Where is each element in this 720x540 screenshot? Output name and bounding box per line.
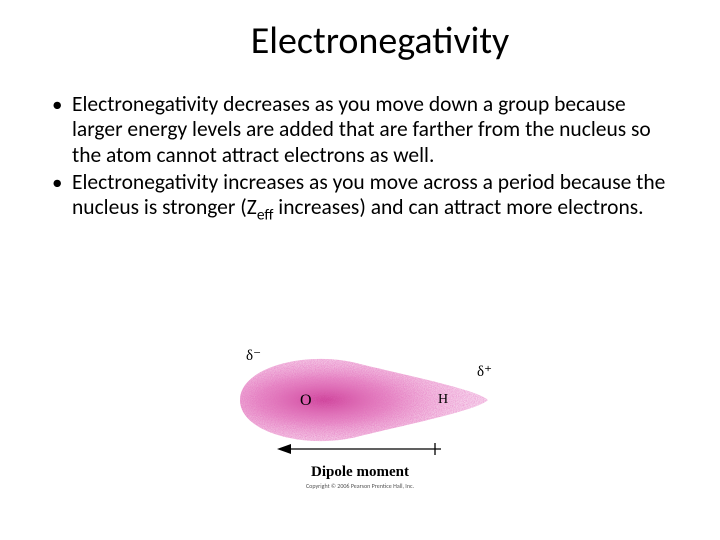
- dipole-figure: δ⁻ δ⁺ O H Dipole moment Copyright © 2006…: [200, 342, 520, 454]
- bullet-item: Electronegativity increases as you move …: [52, 170, 680, 225]
- subscript-eff: eff: [257, 206, 274, 225]
- slide-title: Electronegativity: [80, 18, 680, 64]
- figure-caption: Dipole moment: [311, 464, 409, 481]
- hydrogen-label: H: [438, 392, 448, 408]
- electron-cloud: δ⁻ δ⁺ O H Dipole moment Copyright © 2006…: [200, 342, 520, 454]
- delta-plus-label: δ⁺: [477, 362, 492, 381]
- figure-copyright: Copyright © 2006 Pearson Prentice Hall, …: [306, 482, 414, 490]
- oxygen-label: O: [300, 392, 312, 410]
- delta-minus-label: δ⁻: [246, 346, 261, 365]
- bullet-list: Electronegativity decreases as you move …: [40, 92, 680, 225]
- dipole-arrow: [275, 442, 445, 456]
- bullet-item: Electronegativity decreases as you move …: [52, 92, 680, 168]
